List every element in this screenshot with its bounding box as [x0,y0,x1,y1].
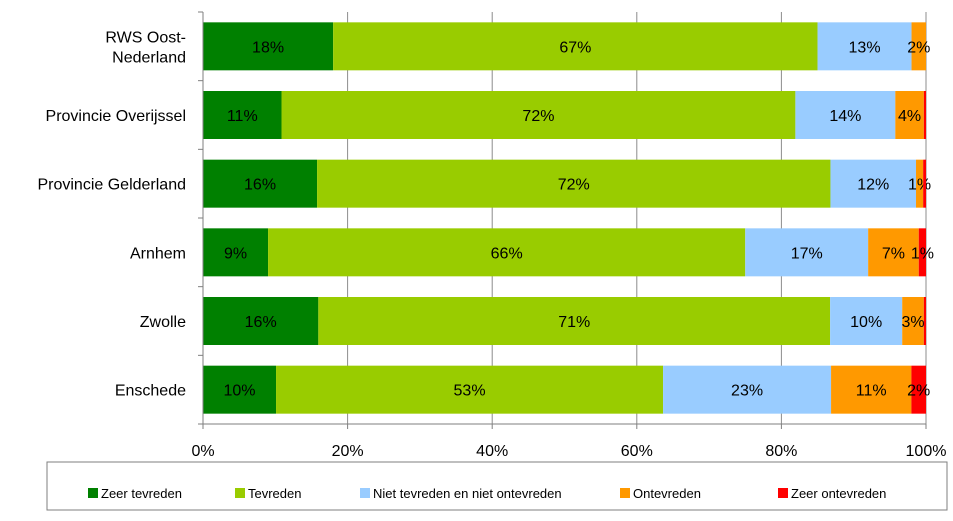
data-label: 10% [850,314,882,331]
bar-segment [923,159,926,208]
legend-label: Zeer ontevreden [791,486,886,501]
bar-segment [895,91,924,139]
data-label: 16% [245,314,277,331]
legend-label: Niet tevreden en niet ontevreden [373,486,562,501]
axes: 0% 20% 40% 60% 80% 100% RWS Oost- Nederland Prov… [37,11,947,460]
legend: Zeer tevreden Tevreden Niet tevreden en ni… [46,461,948,511]
data-label: 10% [223,383,255,400]
data-label: 14% [829,108,861,125]
data-label: 12% [857,177,889,194]
bar-segment [203,91,282,139]
legend-swatch [235,488,245,498]
legend-label: Tevreden [248,486,301,501]
data-label: 9% [224,245,247,262]
data-label: 7% [882,245,905,262]
data-label: 3% [901,314,924,331]
bar-segment [868,228,919,277]
data-label: 16% [244,177,276,194]
data-label: 1% [911,245,934,262]
bar-segment [318,297,831,345]
legend-swatch [88,488,98,498]
category-label: Enschede [115,383,186,400]
category-label: RWS Oost- [105,29,186,46]
data-label: 4% [898,108,921,125]
bar-segment [333,22,818,71]
x-tick-label: 40% [476,443,508,460]
bar-segment [281,91,796,139]
legend-box [46,461,948,511]
gridlines [347,12,927,424]
data-label: 13% [849,39,881,56]
data-label: 2% [907,383,930,400]
bar-segment [317,159,831,208]
category-label: Provincie Gelderland [37,177,186,194]
bar-segment [203,228,269,277]
bar-segment [911,22,926,71]
data-label: 11% [227,108,258,125]
data-label: 72% [522,108,554,125]
bar-segment [831,365,912,414]
bar-segment [817,22,912,71]
bar-segment [268,228,746,277]
bar-segment [203,22,334,71]
bar-segment [203,297,319,345]
x-tick-label: 0% [191,443,214,460]
category-label: Zwolle [140,314,186,331]
bar-segment [276,365,664,414]
bar-segment [745,228,869,277]
x-tick-label: 100% [906,443,947,460]
bar-segment [663,365,832,414]
legend-swatch [778,488,788,498]
bars: 18% 67% 13% 2% 11% 72% 14% 4% 16% 72% 12% 1% 9% 66% 17… [203,22,934,414]
data-label: 1% [908,177,931,194]
bar-segment [830,297,903,345]
bar-segment [923,91,926,139]
data-label: 66% [491,245,523,262]
category-label: Arnhem [130,245,186,262]
data-label: 11% [856,383,887,400]
category-label: Provincie Overijssel [46,108,186,125]
bar-segment [795,91,896,139]
data-label: 2% [907,39,930,56]
category-label: Nederland [112,49,186,66]
bar-segment [203,365,277,414]
data-label: 67% [559,39,591,56]
legend-label: Zeer tevreden [101,486,182,501]
legend-swatch [360,488,370,498]
x-tick-label: 80% [765,443,797,460]
bar-segment [203,159,318,208]
data-label: 53% [454,383,486,400]
bar-segment [916,159,924,208]
bar-segment [830,159,917,208]
data-label: 17% [791,245,823,262]
bar-segment [918,228,926,277]
bar-segment [923,297,926,345]
bar-segment [902,297,924,345]
legend-label: Ontevreden [633,486,701,501]
legend-swatch [620,488,630,498]
data-label: 23% [731,383,763,400]
bar-segment [911,365,926,414]
data-label: 71% [558,314,590,331]
x-tick-label: 20% [332,443,364,460]
data-label: 72% [558,177,590,194]
data-label: 18% [252,39,284,56]
x-tick-label: 60% [621,443,653,460]
